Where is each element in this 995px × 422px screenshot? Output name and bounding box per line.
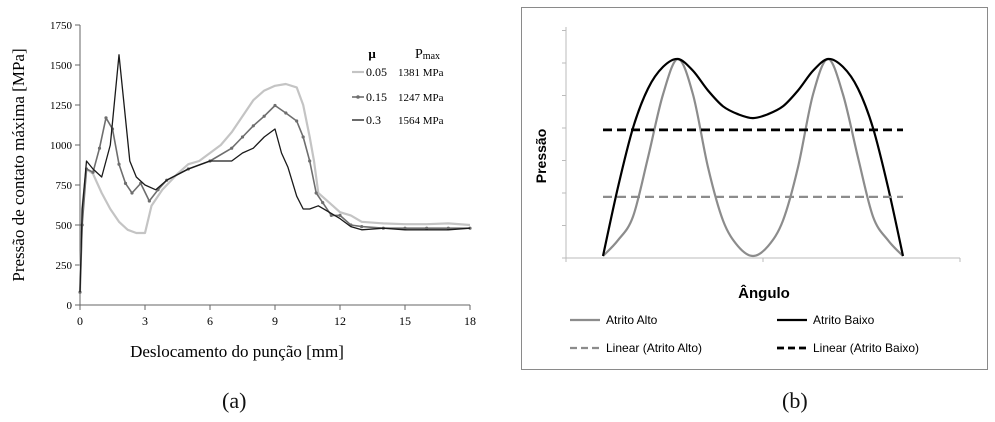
x-tick-label: 3 [142, 314, 148, 328]
series-point-mu-015 [97, 146, 102, 150]
y-tick-label: 0 [67, 300, 73, 312]
y-tick-label: 750 [56, 180, 73, 192]
x-axis-label: Deslocamento do punção [mm] [130, 342, 344, 361]
x-tick-label: 9 [272, 314, 278, 328]
series-line-mu-005 [78, 82, 471, 293]
legend-label: Linear (Atrito Alto) [606, 341, 702, 355]
legend-pmax-value: 1564 MPa [398, 115, 444, 127]
y-tick-label: 1250 [50, 100, 73, 112]
series-point-mu-015 [130, 191, 134, 195]
legend-label: Atrito Alto [606, 313, 658, 327]
panel-label-b: (b) [782, 388, 808, 413]
series-line-mu-015 [79, 104, 470, 293]
series-point-mu-015 [360, 225, 364, 229]
chart-b-frame [521, 7, 988, 370]
series-point-mu-015 [117, 162, 121, 166]
pressure-displacement-chart: 0 3 6 9 12 15 18 0 250 500 750 1000 1250 1500 1750 Des… [9, 20, 476, 361]
series-point-mu-015 [251, 124, 255, 128]
legend-mu-value: 0.15 [366, 90, 387, 104]
series-point-mu-015 [446, 226, 450, 230]
legend-label: Atrito Baixo [813, 313, 875, 327]
series-line-atrito-baixo [601, 57, 905, 257]
chart-b-legend: Atrito Alto Atrito Baixo Linear (Atrito Al… [570, 313, 919, 355]
series-point-mu-015 [308, 159, 312, 163]
x-tick-label: 15 [399, 314, 411, 328]
series-point-mu-015 [403, 226, 407, 230]
legend-pmax-value: 1381 MPa [398, 67, 444, 79]
legend-header-p-sub: max [423, 51, 440, 62]
series-point-mu-015 [273, 103, 277, 108]
y-axis-label: Pressão [533, 129, 549, 183]
series-point-mu-015 [468, 226, 472, 230]
pressure-angle-chart: Ângulo Pressão Atrito Alto Atrito Baixo Li… [533, 27, 961, 355]
y-tick-label: 1750 [50, 20, 73, 32]
x-tick-label: 6 [207, 314, 213, 328]
legend-header-p: Pmax [415, 47, 440, 62]
y-tick-label: 1500 [50, 60, 73, 72]
legend-header-mu: μ [368, 46, 376, 61]
series-point-mu-015 [123, 181, 128, 185]
series-point-mu-015 [104, 116, 108, 120]
y-axis-label: Pressão de contato máxima [MPa] [9, 48, 28, 281]
chart-panel-a: 0 3 6 9 12 15 18 0 250 500 750 1000 1250 1500 1750 Des… [0, 0, 480, 422]
series-line-atrito-alto [602, 57, 904, 258]
series-point-mu-015 [262, 114, 266, 118]
x-tick-label: 12 [334, 314, 346, 328]
legend-header-p-text: P [415, 47, 423, 62]
series-point-mu-015 [314, 191, 318, 195]
legend-mu-value: 0.05 [366, 65, 387, 79]
series-line-mu-03 [79, 54, 471, 293]
series-point-mu-015 [338, 213, 342, 217]
series-point-mu-015 [301, 135, 305, 139]
legend-swatch-marker [356, 95, 360, 99]
series-point-mu-015 [230, 146, 234, 150]
series-point-mu-015 [240, 135, 245, 139]
x-axis-label: Ângulo [738, 284, 790, 302]
series-point-mu-015 [321, 201, 325, 205]
x-tick-label: 18 [464, 314, 476, 328]
panel-label-a: (a) [222, 388, 247, 413]
chart-panel-b: Ângulo Pressão Atrito Alto Atrito Baixo Li… [520, 0, 995, 422]
series-point-mu-015 [91, 170, 95, 174]
series-point-mu-015 [425, 226, 429, 230]
chart-a-legend: μ Pmax 0.05 1381 MPa 0.15 1247 MPa 0.3 1564 M… [352, 46, 444, 127]
series-point-mu-015 [295, 119, 299, 123]
y-tick-label: 500 [56, 220, 73, 232]
legend-label: Linear (Atrito Baixo) [813, 341, 919, 355]
series-point-mu-015 [284, 111, 288, 115]
y-tick-label: 250 [56, 260, 73, 272]
y-tick-label: 1000 [50, 140, 73, 152]
x-tick-label: 0 [77, 314, 83, 328]
legend-mu-value: 0.3 [366, 113, 381, 127]
chart-b-axes [565, 27, 960, 259]
legend-pmax-value: 1247 MPa [398, 92, 444, 104]
series-point-mu-015 [147, 199, 151, 203]
